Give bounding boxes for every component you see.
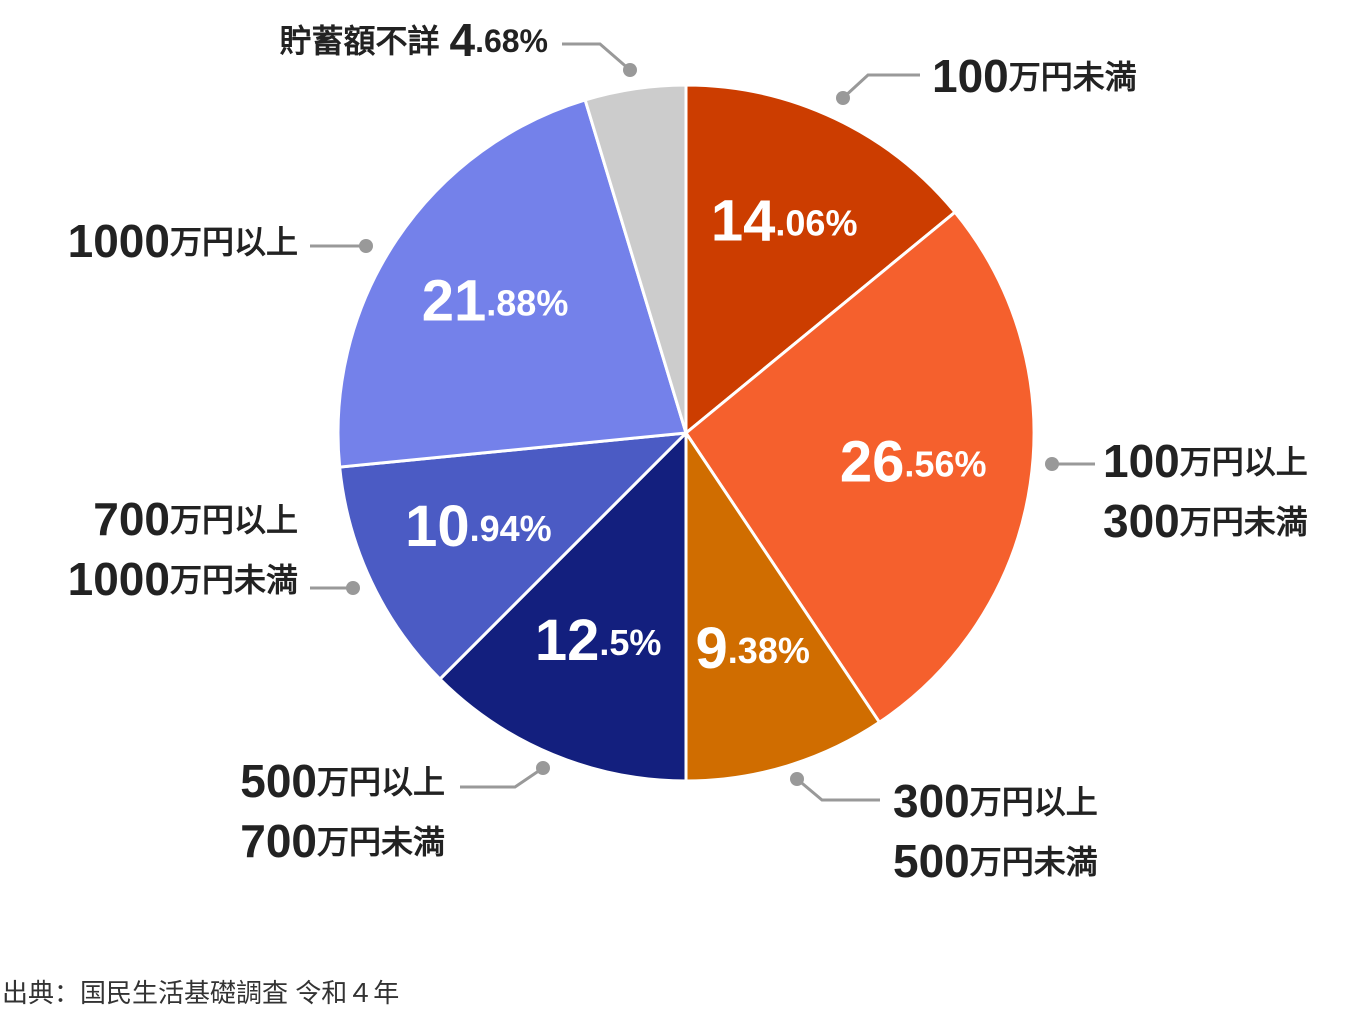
leader-line <box>841 73 920 100</box>
leader-dot <box>1045 457 1059 471</box>
category-label: 1000万円以上 <box>68 215 298 267</box>
pie-slice <box>338 431 691 682</box>
pie-slice <box>683 210 1036 725</box>
leader-line <box>796 777 880 802</box>
leader-dot <box>790 772 804 786</box>
source-note: 出典：国民生活基礎調査 令和４年 <box>2 978 399 1008</box>
value-label: 9.38% <box>696 616 810 681</box>
value-label: 4.68% <box>449 14 548 66</box>
category-label: 500万円以上 700万円未満 <box>240 755 445 867</box>
pie-slice <box>583 83 688 434</box>
category-label: 100万円以上 300万円未満 <box>1103 435 1308 547</box>
leader-dot <box>623 63 637 77</box>
value-label: 21.88% <box>422 269 569 334</box>
leader-dot <box>536 761 550 775</box>
value-label: 26.56% <box>840 430 987 495</box>
value-label: 12.5% <box>535 609 662 674</box>
leader-dot <box>346 581 360 595</box>
category-label: 700万円以上 1000万円未満 <box>68 493 298 605</box>
leader-line <box>460 766 544 789</box>
leader-dot <box>836 91 850 105</box>
category-label: 貯蓄額不詳 <box>279 23 439 59</box>
value-label: 14.06% <box>711 189 858 254</box>
pie-slice <box>684 428 882 783</box>
category-label: 100万円未満 <box>932 50 1137 102</box>
pie-slice <box>336 98 688 469</box>
leader-dot <box>359 239 373 253</box>
value-label: 10.94% <box>405 495 552 560</box>
category-label: 300万円以上 500万円未満 <box>893 775 1098 887</box>
pie-slice <box>437 429 688 783</box>
leader-line <box>562 42 631 72</box>
pie-slice <box>684 83 958 437</box>
